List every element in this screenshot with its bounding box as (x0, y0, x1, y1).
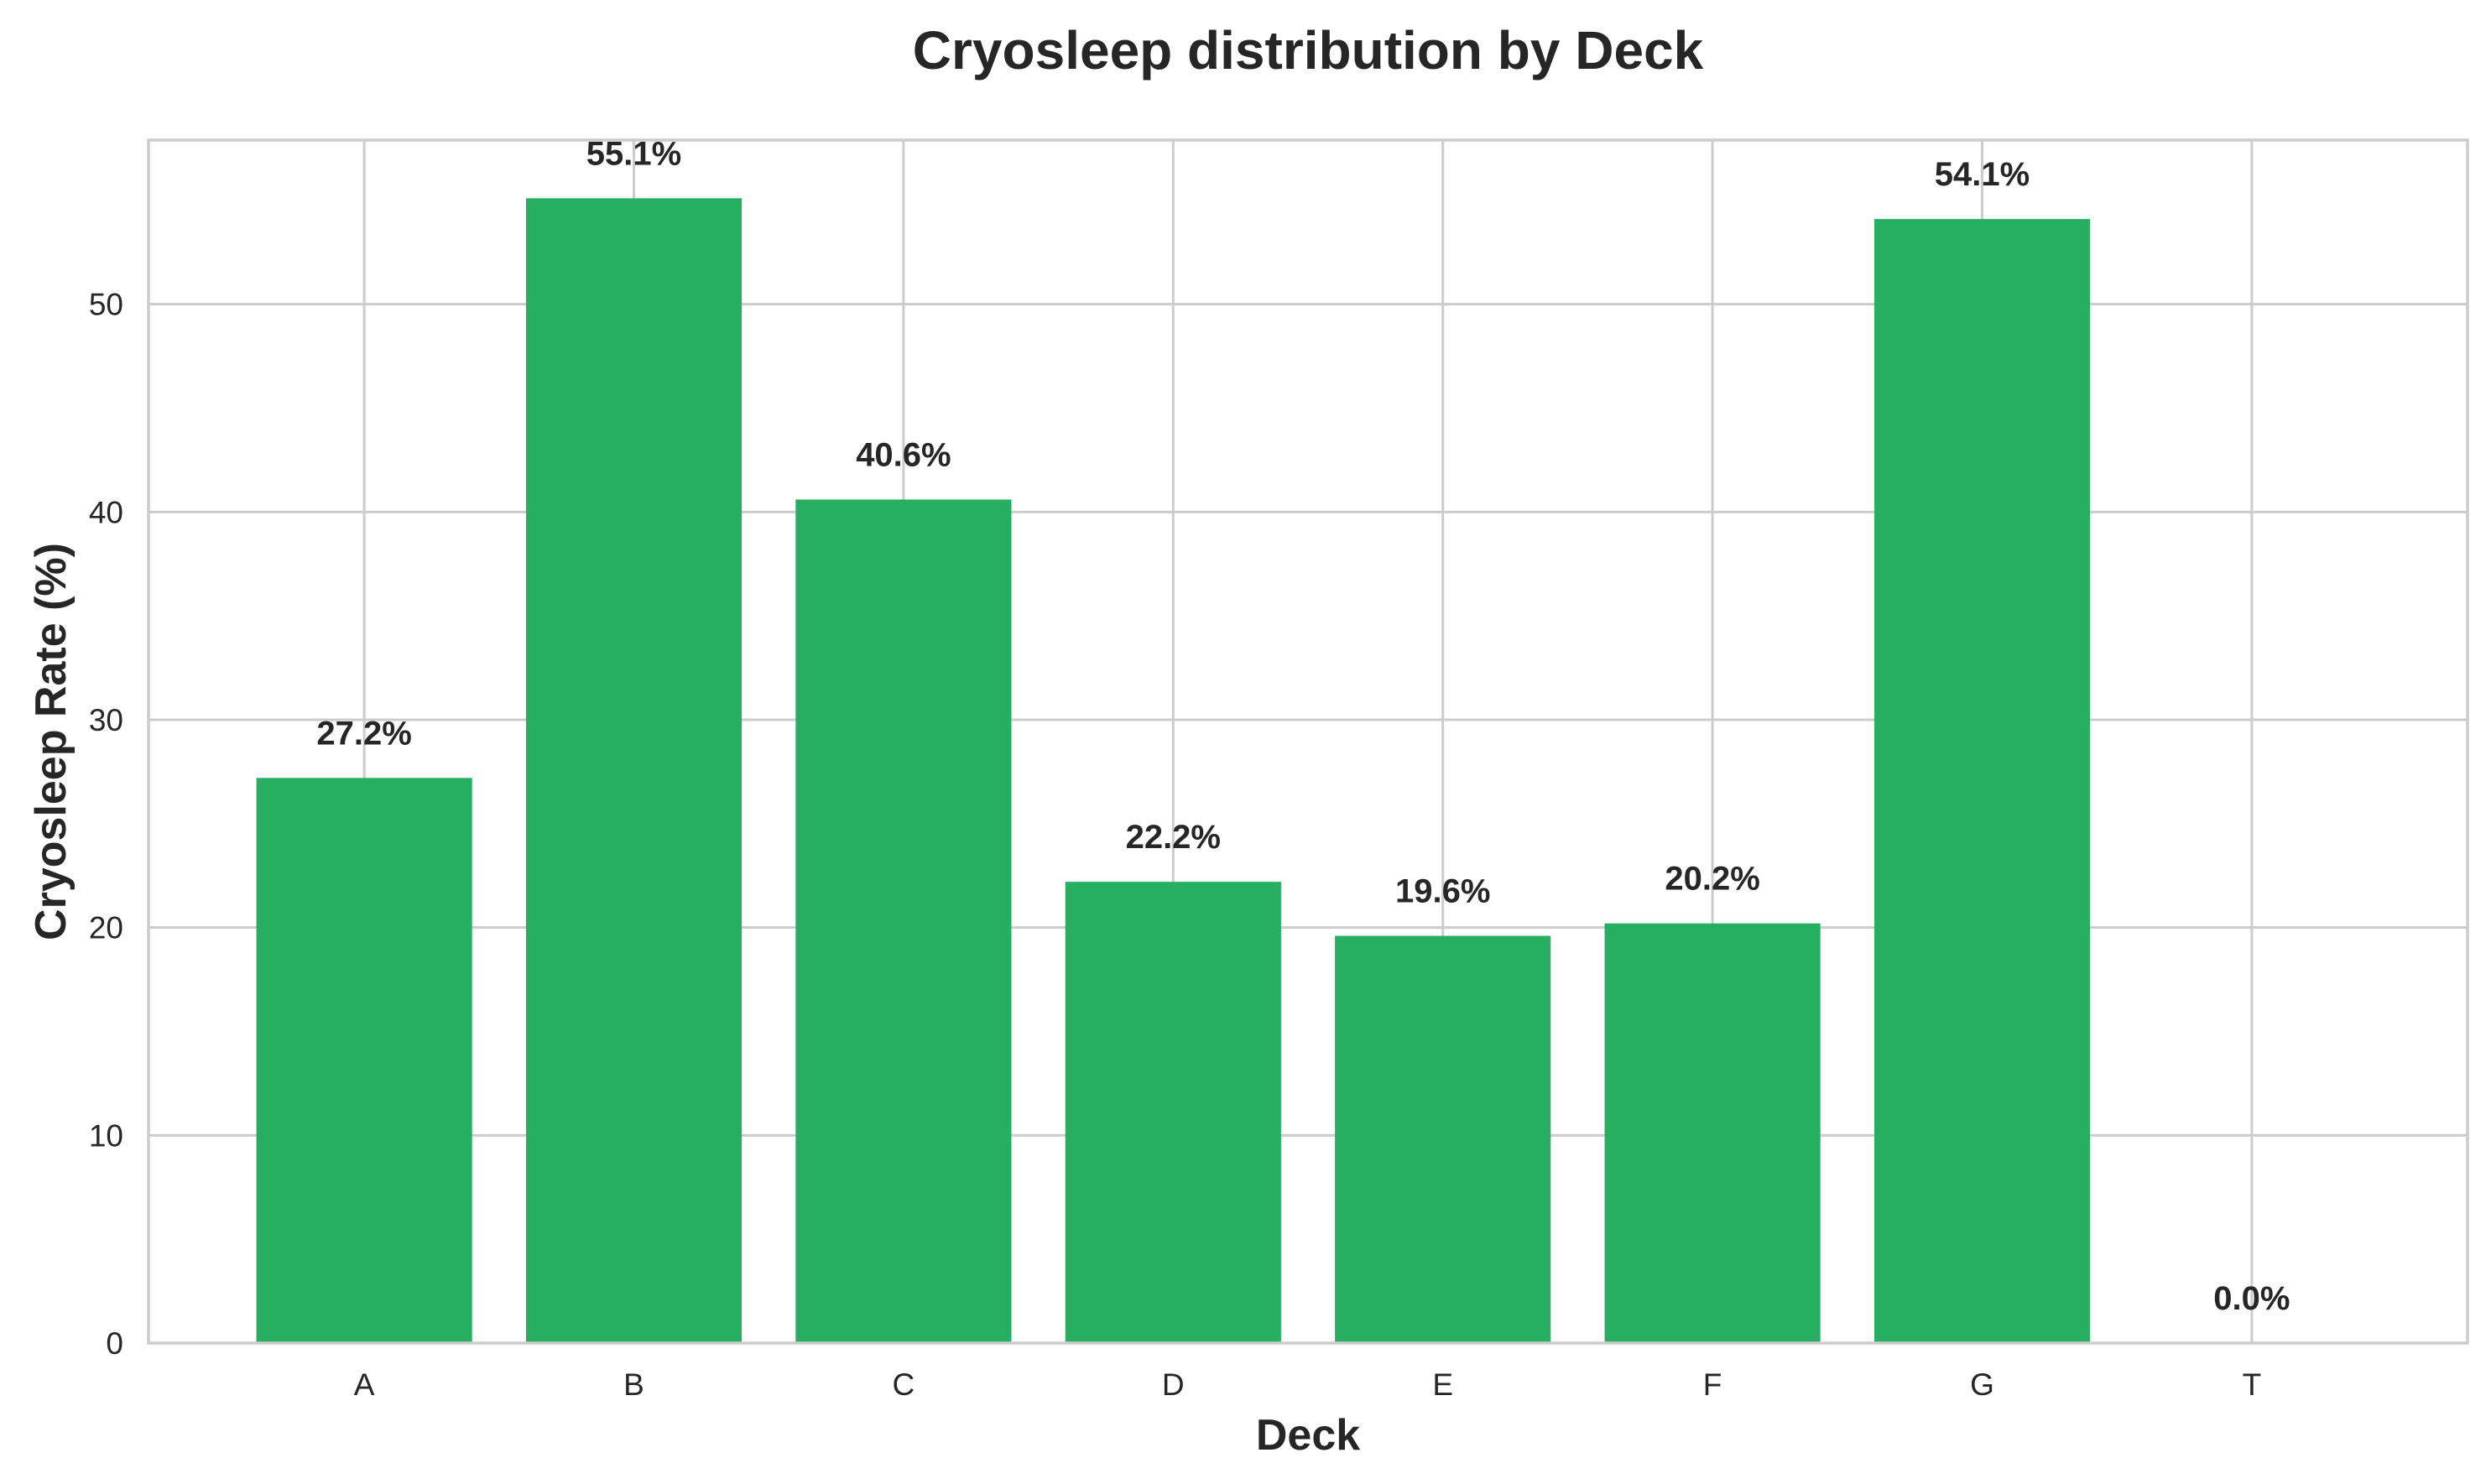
y-tick-label: 10 (89, 1118, 123, 1153)
bar (1335, 935, 1551, 1343)
bar-value-label: 0.0% (2213, 1280, 2290, 1317)
x-tick-label: B (623, 1367, 644, 1402)
chart-title: Cryosleep distribution by Deck (913, 20, 1704, 81)
bar (1873, 219, 2091, 1343)
y-tick-label: 0 (106, 1326, 123, 1361)
y-axis-label: Cryosleep Rate (%) (27, 543, 76, 940)
x-tick-label: G (1970, 1367, 1994, 1402)
bar-value-label: 22.2% (1126, 819, 1221, 856)
bars (256, 198, 2091, 1343)
x-tick-label: C (893, 1367, 915, 1402)
y-axis-ticks: 0 10 20 30 40 50 (89, 288, 123, 1361)
plot-frame (147, 138, 2469, 1345)
y-tick-label: 20 (89, 911, 123, 945)
bar (256, 778, 472, 1343)
bar-value-labels: 27.2%55.1%40.6%22.2%19.6% 20.2%54.1%0.0% (316, 135, 2290, 1317)
bar-value-label: 40.6% (856, 436, 951, 473)
y-tick-label: 30 (89, 703, 123, 737)
bar-value-label: 27.2% (316, 715, 411, 752)
bar-value-label: 19.6% (1395, 873, 1490, 910)
bar (1065, 882, 1281, 1343)
x-tick-label: E (1432, 1367, 1453, 1402)
bar-value-label: 20.2% (1665, 861, 1759, 898)
bar-value-label: 54.1% (1935, 156, 2030, 193)
grid-lines (149, 140, 2468, 1345)
bar (525, 198, 743, 1343)
y-tick-label: 40 (89, 495, 123, 529)
x-tick-label: A (354, 1367, 375, 1402)
x-tick-label: D (1162, 1367, 1185, 1402)
bar (1604, 923, 1821, 1343)
y-tick-label: 50 (89, 288, 123, 322)
x-tick-label: T (2243, 1367, 2262, 1402)
bar (795, 499, 1012, 1343)
x-tick-label: F (1703, 1367, 1722, 1402)
x-axis-label: Deck (1256, 1411, 1360, 1460)
